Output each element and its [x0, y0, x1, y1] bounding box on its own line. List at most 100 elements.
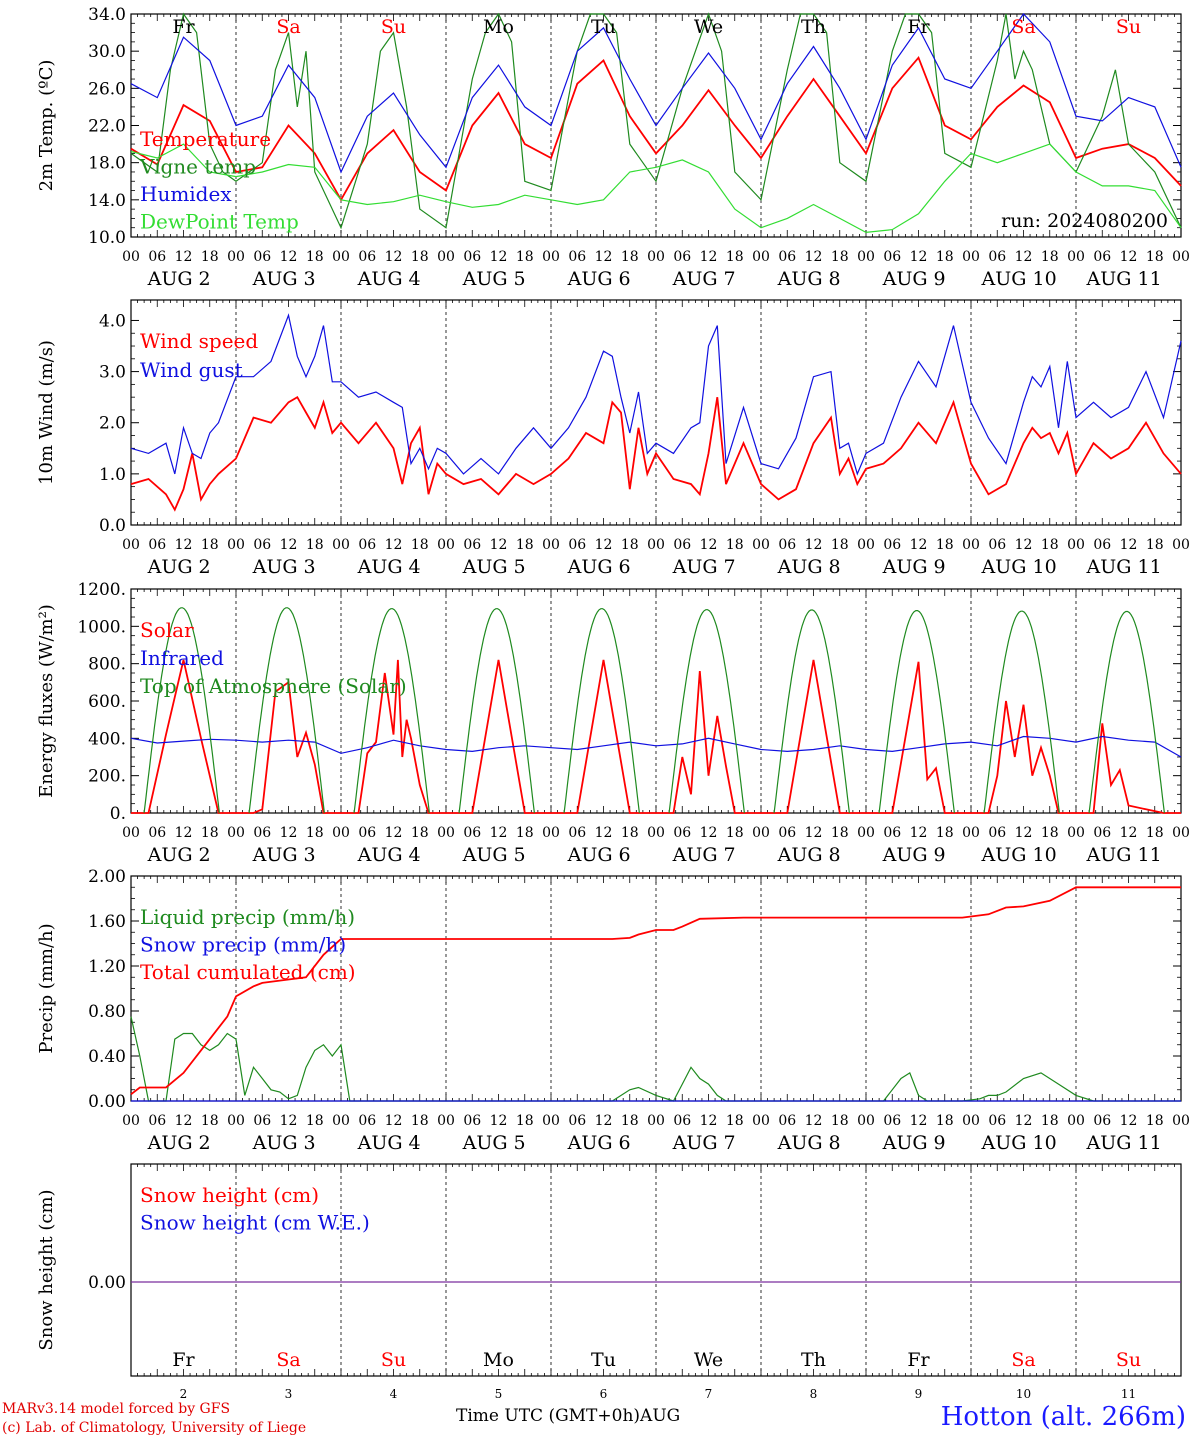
- hour-tick-label: 00: [332, 249, 350, 265]
- hour-tick-label: 18: [516, 825, 534, 841]
- hour-tick-label: 18: [201, 537, 219, 553]
- hour-tick-label: 12: [910, 1113, 928, 1129]
- date-label: AUG 6: [567, 844, 631, 866]
- hour-tick-label: 00: [647, 537, 665, 553]
- y-tick-label: 2.0: [99, 414, 126, 434]
- hour-tick-label: 06: [673, 1113, 691, 1129]
- y-tick-label: 1.0: [99, 465, 126, 485]
- hour-tick-label: 00: [542, 1113, 560, 1129]
- weekday-label-bottom: Sa: [276, 1349, 300, 1371]
- date-label: AUG 4: [357, 1132, 421, 1154]
- hour-tick-label: 06: [463, 537, 481, 553]
- station-label: Hotton (alt. 266m): [940, 1402, 1186, 1432]
- day-number-label: 11: [1121, 1387, 1136, 1401]
- y-tick-label: 2.00: [88, 867, 126, 887]
- y-tick-label: 600.: [88, 692, 126, 712]
- weekday-label-top: Fr: [172, 16, 195, 38]
- hour-tick-label: 12: [175, 537, 193, 553]
- series-line-top-of-atmosphere: [1088, 610, 1165, 814]
- date-label: AUG 3: [252, 1132, 316, 1154]
- hour-tick-label: 00: [962, 1113, 980, 1129]
- hour-tick-label: 06: [988, 1113, 1006, 1129]
- hour-tick-label: 12: [700, 249, 718, 265]
- hour-tick-label: 00: [1067, 1113, 1085, 1129]
- hour-tick-label: 12: [1015, 537, 1033, 553]
- hour-tick-label: 00: [1172, 249, 1190, 265]
- hour-tick-label: 18: [936, 825, 954, 841]
- date-label: AUG 8: [777, 556, 841, 578]
- weekday-label-top: Sa: [1011, 16, 1035, 38]
- hour-tick-label: 18: [306, 537, 324, 553]
- series-line: [130, 55, 1182, 202]
- hour-tick-label: 18: [831, 249, 849, 265]
- day-number-label: 8: [810, 1387, 818, 1401]
- hour-tick-label: 18: [726, 1113, 744, 1129]
- date-label: AUG 9: [882, 1132, 946, 1154]
- series-line: [130, 13, 1182, 174]
- hour-tick-label: 00: [542, 249, 560, 265]
- hour-tick-label: 00: [332, 1113, 350, 1129]
- hour-tick-label: 00: [857, 825, 875, 841]
- date-label: AUG 8: [777, 1132, 841, 1154]
- weekday-label-top: Fr: [907, 16, 930, 38]
- series-line-top-of-atmosphere: [983, 610, 1060, 814]
- run-label: run: 2024080200: [1001, 210, 1168, 232]
- hour-tick-label: 18: [831, 825, 849, 841]
- y-tick-label: 1.20: [88, 957, 126, 977]
- hour-tick-label: 18: [1146, 249, 1164, 265]
- date-label: AUG 6: [567, 268, 631, 290]
- panel-4: [130, 875, 1182, 1102]
- hour-tick-label: 18: [1041, 537, 1059, 553]
- hour-tick-label: 18: [621, 1113, 639, 1129]
- hour-tick-label: 12: [280, 537, 298, 553]
- hour-tick-label: 12: [595, 249, 613, 265]
- hour-tick-label: 00: [647, 249, 665, 265]
- hour-tick-label: 12: [385, 537, 403, 553]
- series-line-top-of-atmosphere: [143, 607, 220, 814]
- legend-entry: Infrared: [140, 646, 224, 670]
- model-credit: MARv3.14 model forced by GFS: [2, 1401, 231, 1417]
- hour-tick-label: 18: [201, 1113, 219, 1129]
- date-label: AUG 11: [1086, 268, 1162, 290]
- hour-tick-label: 12: [595, 825, 613, 841]
- date-label: AUG 4: [357, 556, 421, 578]
- series-line: [130, 735, 1182, 758]
- hour-tick-label: 12: [1120, 1113, 1138, 1129]
- hour-tick-label: 06: [988, 825, 1006, 841]
- hour-tick-label: 06: [883, 1113, 901, 1129]
- legend-entry: Temperature: [140, 127, 271, 151]
- y-tick-label: 10.0: [88, 228, 126, 248]
- hour-tick-label: 00: [752, 1113, 770, 1129]
- hour-tick-label: 06: [463, 1113, 481, 1129]
- y-tick-label: 14.0: [88, 191, 126, 211]
- hour-tick-label: 12: [910, 825, 928, 841]
- hour-tick-label: 12: [700, 825, 718, 841]
- hour-tick-label: 12: [175, 825, 193, 841]
- date-label: AUG 7: [672, 844, 736, 866]
- hour-tick-label: 00: [122, 1113, 140, 1129]
- date-label: AUG 2: [147, 556, 211, 578]
- date-label: AUG 3: [252, 844, 316, 866]
- hour-tick-label: 06: [568, 249, 586, 265]
- y-tick-label: 1200.: [77, 580, 126, 600]
- hour-tick-label: 06: [1093, 249, 1111, 265]
- hour-tick-label: 00: [962, 825, 980, 841]
- hour-tick-label: 12: [700, 537, 718, 553]
- date-label: AUG 10: [981, 844, 1057, 866]
- hour-tick-label: 00: [227, 249, 245, 265]
- series-line: [130, 395, 1182, 512]
- hour-tick-label: 00: [437, 537, 455, 553]
- day-number-label: 5: [495, 1387, 503, 1401]
- date-label: AUG 11: [1086, 844, 1162, 866]
- legend-entry: DewPoint Temp: [140, 210, 299, 234]
- date-label: AUG 2: [147, 1132, 211, 1154]
- date-label: AUG 4: [357, 268, 421, 290]
- hour-tick-label: 00: [752, 825, 770, 841]
- series-line-top-of-atmosphere: [563, 608, 640, 814]
- y-axis-label: Precip (mm/h): [36, 923, 57, 1053]
- hour-tick-label: 06: [568, 1113, 586, 1129]
- hour-tick-label: 06: [358, 1113, 376, 1129]
- hour-tick-label: 18: [936, 537, 954, 553]
- hour-tick-label: 06: [778, 1113, 796, 1129]
